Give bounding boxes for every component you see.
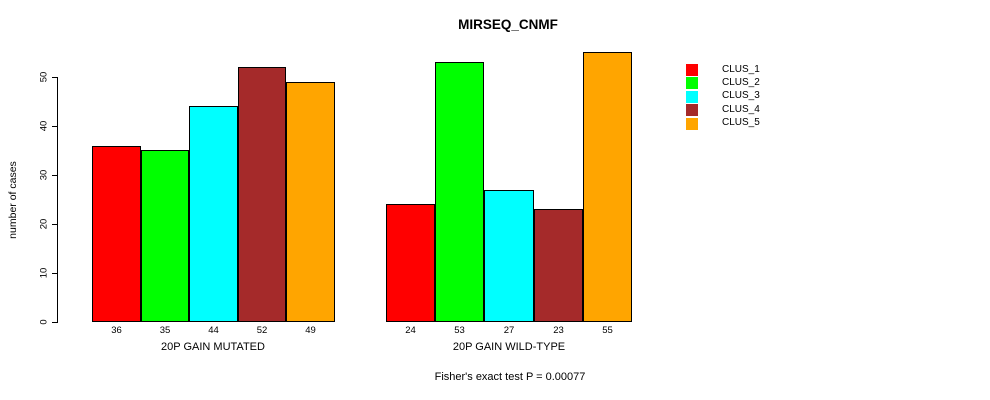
bar-clus_5-panel-2 [583, 52, 632, 322]
legend-label-clus_5: CLUS_5 [722, 117, 760, 129]
chart-title: MIRSEQ_CNMF [458, 17, 558, 32]
bar-value-label: 53 [454, 325, 465, 336]
y-tick [52, 321, 57, 323]
bar-clus_4-panel-1 [238, 67, 286, 322]
panel-1-xlabel: 20P GAIN MUTATED [161, 341, 265, 353]
bar-value-label: 23 [553, 325, 564, 336]
y-tick-label: 50 [38, 71, 50, 83]
bar-value-label: 55 [602, 325, 613, 336]
legend-label-clus_1: CLUS_1 [722, 63, 760, 75]
bar-value-label: 49 [305, 325, 316, 336]
bar-clus_2-panel-1 [141, 150, 189, 322]
y-tick-label: 40 [38, 120, 50, 132]
y-tick-label: 0 [38, 319, 50, 325]
fisher-test-annotation: Fisher's exact test P = 0.00077 [434, 371, 586, 383]
y-tick [52, 174, 57, 176]
y-tick [52, 76, 57, 78]
y-axis-label: number of cases [7, 161, 19, 239]
legend-swatch-clus_4 [686, 104, 698, 117]
legend-label-clus_2: CLUS_2 [722, 76, 760, 88]
bar-clus_5-panel-1 [286, 82, 335, 322]
legend-swatch-clus_5 [686, 117, 698, 130]
bar-clus_1-panel-1 [92, 146, 141, 322]
y-tick-label: 10 [38, 267, 50, 279]
bar-clus_1-panel-2 [386, 204, 435, 322]
y-tick [52, 125, 57, 127]
legend-swatch-clus_3 [686, 90, 698, 103]
y-tick-label: 30 [38, 169, 50, 181]
legend-label-clus_4: CLUS_4 [722, 103, 760, 115]
legend-swatch-clus_1 [686, 64, 698, 76]
y-axis [57, 77, 58, 323]
y-tick [52, 272, 57, 274]
y-tick-label: 20 [38, 218, 50, 230]
bar-clus_4-panel-2 [534, 209, 583, 322]
bar-clus_3-panel-1 [189, 106, 238, 322]
legend-swatch-clus_2 [686, 77, 698, 90]
y-tick [52, 223, 57, 225]
bar-value-label: 36 [111, 325, 122, 336]
bar-value-label: 35 [159, 325, 171, 336]
bar-value-label: 24 [405, 325, 416, 336]
bar-value-label: 52 [256, 325, 268, 336]
panel-2-xlabel: 20P GAIN WILD-TYPE [452, 341, 566, 353]
bar-value-label: 44 [208, 325, 219, 336]
legend-label-clus_3: CLUS_3 [722, 90, 760, 102]
bar-value-label: 27 [503, 325, 515, 336]
bar-clus_3-panel-2 [484, 190, 534, 322]
bar-clus_2-panel-2 [435, 62, 484, 322]
